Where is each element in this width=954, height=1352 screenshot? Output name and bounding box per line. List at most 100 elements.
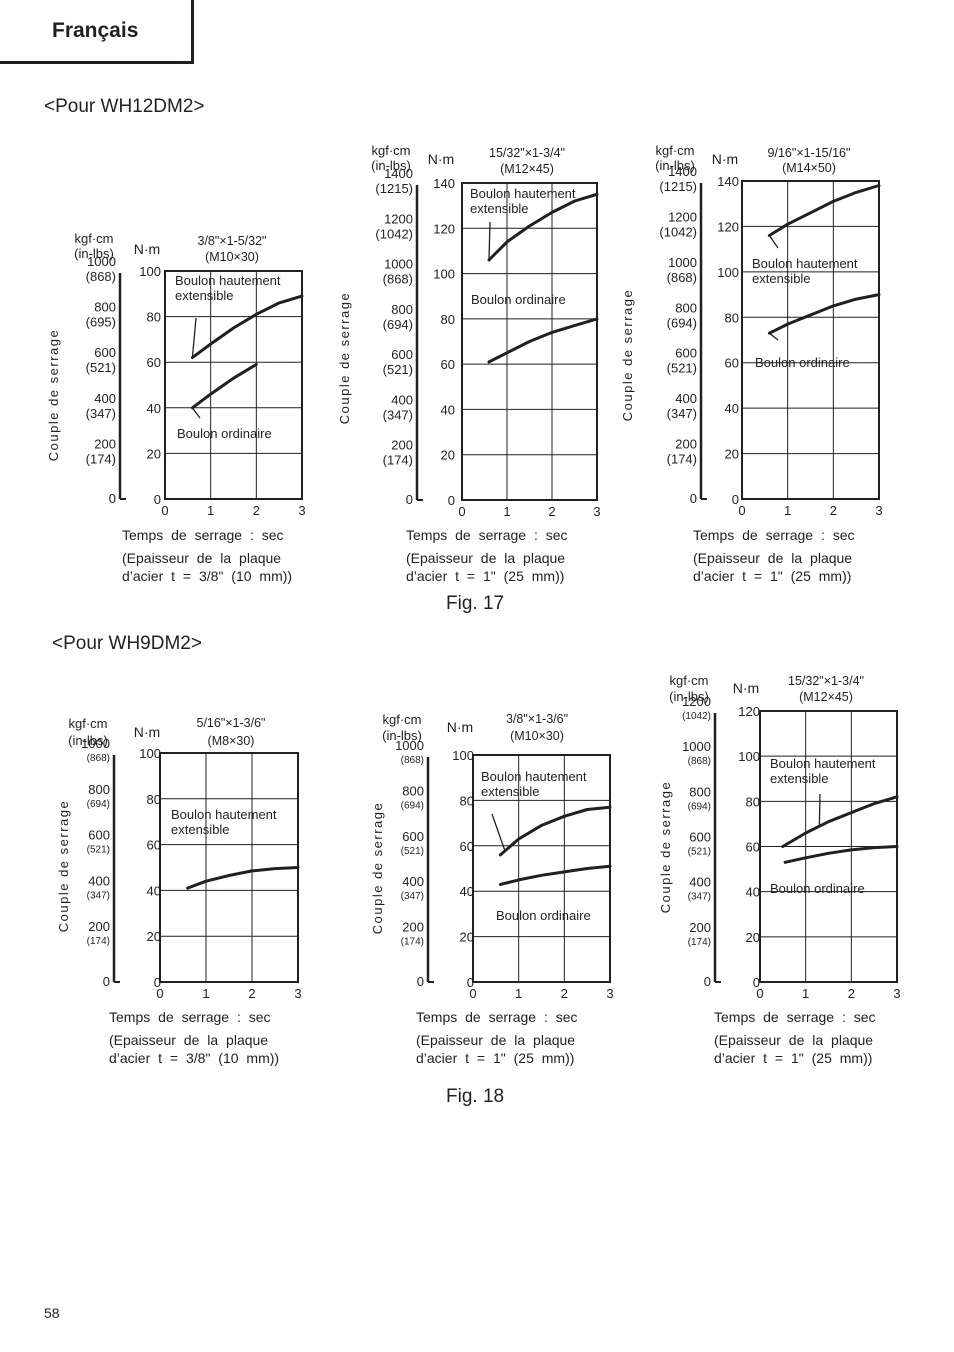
left-tick-sublabel: (1042) <box>682 711 711 722</box>
x-tick-label: 3 <box>298 503 305 518</box>
left-tick-sublabel: (347) <box>667 406 697 421</box>
series-line <box>498 805 612 857</box>
left-tick-label: 0 <box>690 491 697 506</box>
plate-note-line-1: (Epaisseur de la plaque <box>693 550 852 566</box>
right-tick-label: 60 <box>147 355 161 370</box>
y-axis-label: Couple de serrage <box>46 329 61 461</box>
left-tick-sublabel: (695) <box>86 315 116 330</box>
left-tick-label: 400 <box>675 391 697 406</box>
series-label-text: Boulon ordinaire <box>471 292 566 307</box>
x-tick-label: 1 <box>784 503 791 518</box>
left-tick-sublabel: (694) <box>383 317 413 332</box>
left-tick-sublabel: (868) <box>688 756 711 767</box>
right-tick-label: 100 <box>452 748 474 763</box>
x-axis-label: Temps de serrage : sec <box>714 1009 876 1025</box>
y-unit-nm: N·m <box>134 724 160 740</box>
right-tick-label: 80 <box>147 310 161 325</box>
left-tick-sublabel: (694) <box>87 799 110 810</box>
plate-note-line-2: d’acier t = 1" (25 mm)) <box>714 1050 872 1066</box>
left-tick-sublabel: (347) <box>688 892 711 903</box>
series-label: Boulon ordinaire <box>496 908 591 923</box>
chart-title: 15/32"×1-3/4" <box>788 674 864 688</box>
right-tick-label: 0 <box>467 975 474 990</box>
series-label-text: Boulon ordinaire <box>177 426 272 441</box>
language-tab: Français <box>0 0 194 64</box>
series-line <box>190 294 304 360</box>
x-tick-label: 0 <box>756 986 763 1001</box>
series-label-text: Boulon hautement <box>770 756 876 771</box>
right-tick-label: 120 <box>717 219 739 234</box>
torque-chart-1: 0 1 2 30204060801000200(174)400(347)600(521… <box>46 231 306 584</box>
chart-title: 3/8"×1-5/32" <box>198 234 267 248</box>
series-line <box>767 293 881 335</box>
left-tick-label: 0 <box>417 974 424 989</box>
right-tick-label: 40 <box>725 401 739 416</box>
chart-subtitle: (M8×30) <box>208 734 255 748</box>
left-tick-label: 600 <box>391 347 413 362</box>
left-tick-sublabel: (521) <box>383 362 413 377</box>
left-tick-label: 200 <box>675 437 697 452</box>
left-tick-sublabel: (868) <box>87 753 110 764</box>
left-tick-label: 1200 <box>668 209 697 224</box>
plot-frame <box>461 182 598 501</box>
y-unit-kgf: kgf·cm <box>383 712 422 727</box>
series-label-text: Boulon hautement <box>175 273 281 288</box>
torque-chart-6: 0 1 2 30204060801001200200(174)400(347)600(… <box>658 673 901 1066</box>
series-line <box>487 192 599 262</box>
right-tick-label: 100 <box>139 264 161 279</box>
series-label-text: Boulon ordinaire <box>755 355 850 370</box>
right-tick-label: 120 <box>433 221 455 236</box>
chart-subtitle: (M12×45) <box>500 162 554 176</box>
x-tick-label: 2 <box>548 504 555 519</box>
x-axis-label: Temps de serrage : sec <box>109 1009 271 1025</box>
left-tick-sublabel: (174) <box>688 937 711 948</box>
right-tick-label: 60 <box>147 838 161 853</box>
plate-note-line-1: (Epaisseur de la plaque <box>416 1032 575 1048</box>
left-tick-label: 800 <box>391 302 413 317</box>
x-tick-label: 2 <box>830 503 837 518</box>
y-axis-label: Couple de serrage <box>56 800 71 932</box>
y-unit-nm: N·m <box>733 680 759 696</box>
left-tick-sublabel: (694) <box>688 801 711 812</box>
right-tick-label: 80 <box>746 794 760 809</box>
chart-title: 15/32"×1-3/4" <box>489 146 565 160</box>
left-tick-label: 400 <box>88 873 110 888</box>
x-axis-label: Temps de serrage : sec <box>406 527 568 543</box>
torque-chart-2: 0 1 2 30204060801001201400200(174)400(347)6… <box>337 143 601 584</box>
section-heading-wh12dm2: <Pour WH12DM2> <box>44 96 205 117</box>
left-tick-sublabel: (868) <box>86 269 116 284</box>
y-unit-kgf: kgf·cm <box>670 673 709 688</box>
left-tick-label: 600 <box>675 346 697 361</box>
y-unit-inlbs: (in-lbs) <box>382 728 422 743</box>
chart-title: 9/16"×1-15/16" <box>768 146 851 160</box>
right-tick-label: 140 <box>433 176 455 191</box>
x-tick-label: 2 <box>561 986 568 1001</box>
chart-title: 5/16"×1-3/6" <box>197 716 266 730</box>
plate-note-line-2: d’acier t = 3/8" (10 mm)) <box>109 1050 279 1066</box>
left-tick-label: 0 <box>704 974 711 989</box>
torque-chart-3: 0 1 2 30204060801001201400200(174)400(347)6… <box>620 143 883 584</box>
left-tick-sublabel: (521) <box>87 845 110 856</box>
left-tick-sublabel: (174) <box>401 937 424 948</box>
right-tick-label: 120 <box>738 704 760 719</box>
x-tick-label: 3 <box>893 986 900 1001</box>
x-tick-label: 2 <box>253 503 260 518</box>
left-tick-label: 200 <box>391 438 413 453</box>
left-tick-label: 800 <box>94 300 116 315</box>
y-axis-label: Couple de serrage <box>620 289 635 421</box>
left-tick-sublabel: (521) <box>401 846 424 857</box>
series-line <box>186 866 300 890</box>
x-tick-label: 0 <box>738 503 745 518</box>
right-tick-label: 20 <box>441 448 455 463</box>
plate-note-line-2: d’acier t = 1" (25 mm)) <box>693 568 851 584</box>
x-tick-label: 1 <box>515 986 522 1001</box>
right-tick-label: 0 <box>448 493 455 508</box>
right-tick-label: 0 <box>732 492 739 507</box>
torque-chart-4: 0 1 2 30204060801000200(174)400(347)600(521… <box>56 716 302 1066</box>
series-line <box>190 363 258 410</box>
right-tick-label: 40 <box>441 402 455 417</box>
left-tick-label: 1200 <box>384 211 413 226</box>
